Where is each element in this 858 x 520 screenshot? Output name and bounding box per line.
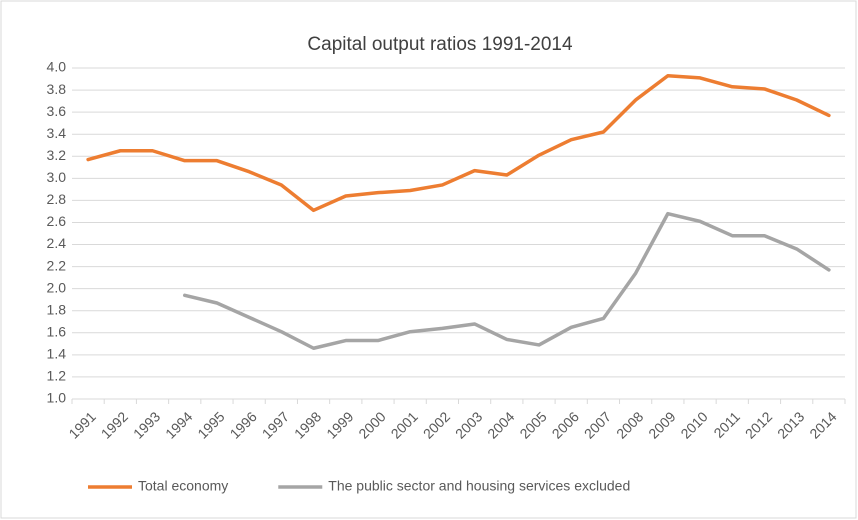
y-tick-label: 3.0 bbox=[47, 169, 67, 185]
y-tick-label: 3.2 bbox=[47, 147, 67, 163]
y-tick-label: 1.4 bbox=[47, 346, 67, 362]
line-series bbox=[86, 73, 831, 213]
y-tick-label: 3.6 bbox=[47, 103, 67, 119]
chart-title: Capital output ratios 1991-2014 bbox=[307, 34, 573, 55]
y-tick-label: 2.4 bbox=[47, 235, 67, 251]
y-tick-label: 1.8 bbox=[47, 301, 67, 317]
legend-label: Total economy bbox=[138, 478, 228, 494]
y-tick-label: 4.0 bbox=[47, 59, 67, 75]
y-tick-label: 1.6 bbox=[47, 324, 67, 340]
legend-label: The public sector and housing services e… bbox=[328, 478, 630, 494]
y-tick-label: 1.2 bbox=[47, 368, 67, 384]
y-tick-label: 2.8 bbox=[47, 191, 67, 207]
line-series bbox=[182, 211, 831, 350]
y-tick-label: 3.4 bbox=[47, 125, 67, 141]
y-tick-label: 1.0 bbox=[47, 390, 67, 406]
y-tick-label: 2.6 bbox=[47, 213, 67, 229]
y-tick-label: 3.8 bbox=[47, 81, 67, 97]
y-tick-label: 2.0 bbox=[47, 279, 67, 295]
y-tick-label: 2.2 bbox=[47, 257, 67, 273]
